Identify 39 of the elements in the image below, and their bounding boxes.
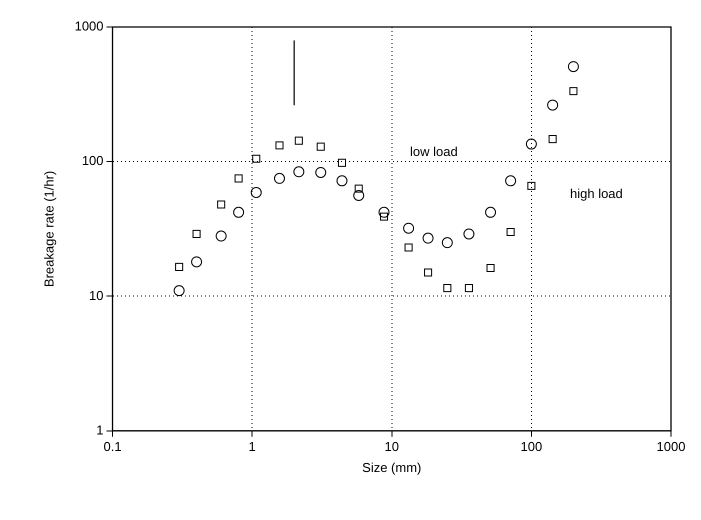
x-tick-label: 1 (248, 439, 256, 454)
point (338, 158, 346, 167)
point (463, 228, 474, 240)
annotation: low load (410, 144, 458, 159)
point (526, 138, 537, 150)
y-tick-label: 1000 (74, 18, 104, 34)
annotation: high load (570, 186, 623, 201)
y-tick-label: 100 (82, 153, 104, 168)
x-axis-title: Size (mm) (362, 460, 422, 475)
point (568, 61, 579, 72)
x-tick-label: 0.1 (103, 439, 122, 454)
point (485, 206, 496, 218)
x-tick-label: 10 (384, 439, 399, 454)
point (378, 206, 390, 218)
point (316, 142, 325, 151)
y-tick-label: 1 (96, 422, 104, 438)
point (505, 175, 516, 186)
y-tick-label: 10 (89, 288, 104, 303)
point (464, 284, 473, 292)
x-tick-label: 100 (520, 439, 542, 454)
point (380, 212, 388, 221)
point (192, 230, 201, 238)
point (569, 87, 578, 96)
point (442, 237, 453, 248)
point (486, 264, 495, 272)
point (274, 172, 285, 184)
y-axis-title: Breakage rate (1/hr) (41, 170, 56, 288)
point (527, 182, 536, 190)
point (506, 228, 515, 236)
x-tick-label: 1000 (656, 439, 686, 454)
point (191, 256, 202, 268)
point (233, 206, 244, 218)
point (234, 174, 243, 182)
point (336, 175, 348, 186)
point (275, 141, 284, 150)
point (443, 284, 452, 292)
point (315, 166, 326, 178)
point (548, 135, 557, 144)
point (547, 100, 558, 111)
